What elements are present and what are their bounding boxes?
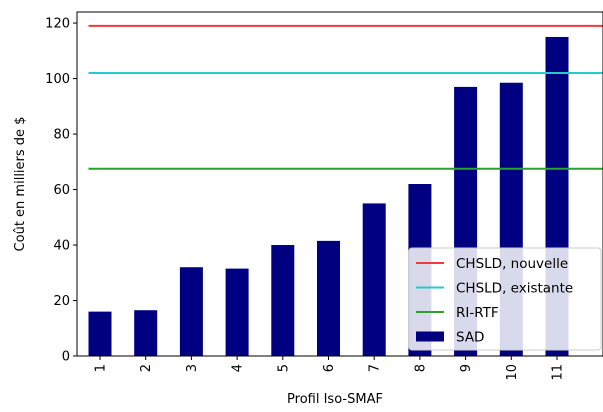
x-axis-title: Profil Iso-SMAF: [287, 392, 383, 407]
x-tick-label: 3: [185, 364, 200, 372]
y-tick-label: 80: [53, 128, 70, 143]
x-tick-label: 2: [139, 364, 154, 372]
y-tick-label: 120: [45, 17, 70, 32]
bar-4: [226, 269, 249, 356]
x-tick-label: 1: [94, 364, 109, 372]
y-tick-label: 60: [53, 183, 70, 198]
bar-2: [134, 310, 157, 356]
y-axis-title: Coût en milliers de $: [13, 117, 28, 252]
bar-3: [180, 267, 203, 356]
y-tick-label: 100: [45, 72, 70, 87]
legend-swatch-bar: [416, 332, 444, 342]
x-tick-label: 4: [231, 364, 246, 372]
x-tick-label: 11: [551, 364, 566, 381]
bar-6: [317, 241, 340, 356]
x-tick-label: 8: [413, 364, 428, 372]
bar-5: [271, 245, 294, 356]
y-tick-label: 40: [53, 239, 70, 254]
x-tick-label: 5: [276, 364, 291, 372]
legend: CHSLD, nouvelle CHSLD, existante RI-RTF SAD: [409, 248, 601, 350]
legend-label: CHSLD, nouvelle: [456, 256, 568, 272]
bar-7: [363, 203, 386, 356]
x-tick-label: 6: [322, 364, 337, 372]
legend-label: CHSLD, existante: [456, 281, 573, 297]
x-tick-label: 10: [505, 364, 520, 381]
y-tick-label: 0: [62, 350, 70, 365]
x-tick-label: 9: [459, 364, 474, 372]
legend-label: RI-RTF: [456, 305, 499, 321]
y-tick-label: 20: [53, 294, 70, 309]
bar-1: [89, 312, 112, 356]
legend-label: SAD: [456, 330, 484, 346]
x-tick-label: 7: [368, 364, 383, 372]
